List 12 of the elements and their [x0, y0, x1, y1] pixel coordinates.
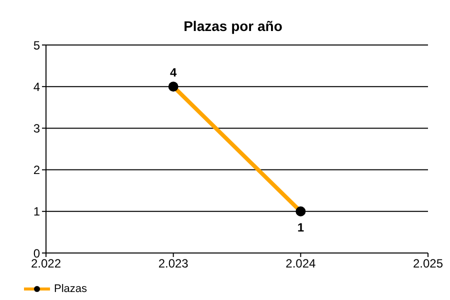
y-tick-label: 2	[33, 163, 40, 178]
y-tick-label: 5	[33, 38, 40, 52]
x-tick-label: 2.024	[286, 256, 316, 271]
data-label: 1	[297, 220, 304, 234]
y-tick-label: 4	[33, 80, 40, 94]
x-tick-label: 2.025	[412, 256, 444, 271]
chart-title: Plazas por año	[182, 18, 284, 34]
legend-label: Plazas	[53, 283, 88, 295]
y-tick-label: 3	[33, 121, 40, 136]
y-tick-label: 1	[33, 204, 40, 219]
data-label: 4	[170, 66, 177, 80]
x-tick-label: 2.023	[158, 256, 189, 271]
